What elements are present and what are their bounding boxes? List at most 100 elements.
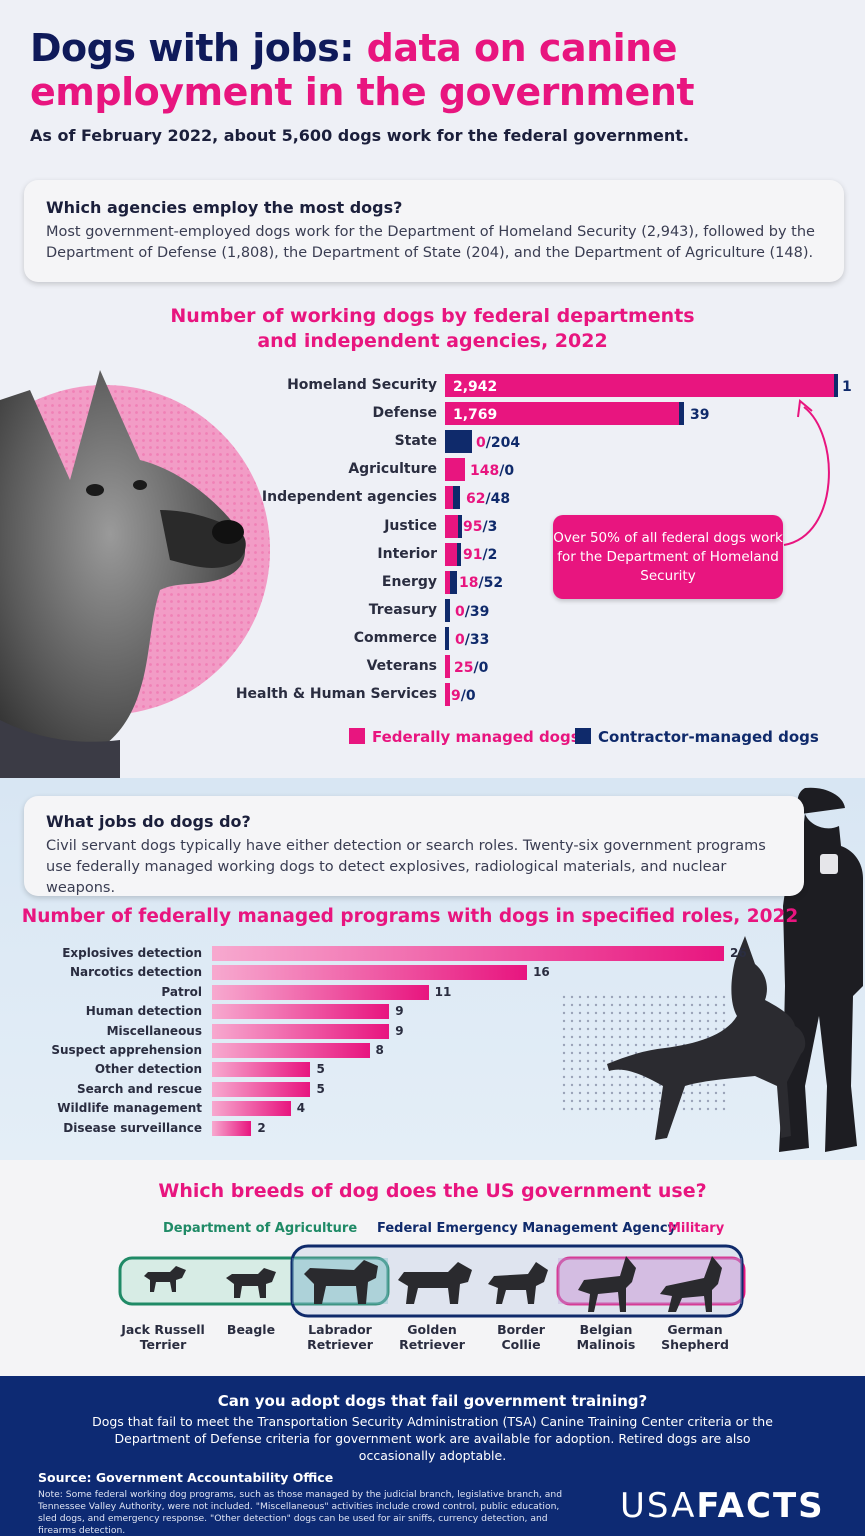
group-label-agriculture: Department of Agriculture bbox=[163, 1221, 358, 1236]
bar-federal-health-human-services bbox=[445, 683, 450, 707]
role-value-search-and-rescue: 5 bbox=[316, 1081, 325, 1096]
role-value-miscellaneous: 9 bbox=[395, 1023, 404, 1038]
category-label-defense: Defense bbox=[372, 405, 438, 422]
chart1: Homeland Security Defense State Agriculture… bbox=[235, 374, 852, 707]
jobs-section: What jobs do dogs do? Civil servant dogs… bbox=[0, 778, 865, 1160]
german-shepherd-photo-icon bbox=[0, 370, 270, 780]
value-label-energy: 18/52 bbox=[459, 575, 504, 591]
category-label-state: State bbox=[394, 433, 437, 450]
page-subtitle: As of February 2022, about 5,600 dogs wo… bbox=[30, 126, 690, 145]
role-bar-explosives-detection bbox=[212, 946, 724, 961]
footer-title: Can you adopt dogs that fail government … bbox=[217, 1392, 648, 1410]
role-value-other-detection: 5 bbox=[316, 1062, 325, 1077]
title-part-2: data on canine employment in the governm… bbox=[30, 26, 695, 114]
role-bar-suspect-apprehension bbox=[212, 1043, 370, 1058]
category-label-independent-agencies: Independent agencies bbox=[261, 489, 437, 506]
value-label-defense-contractor: 39 bbox=[690, 407, 710, 423]
agencies-body: Most government-employed dogs work for t… bbox=[46, 224, 815, 261]
usafacts-logo: USAFACTS bbox=[620, 1486, 825, 1526]
category-label-interior: Interior bbox=[377, 545, 437, 562]
value-label-independent: 62/48 bbox=[466, 491, 511, 507]
role-label-disease-surveillance: Disease surveillance bbox=[63, 1120, 202, 1135]
title-part-1: Dogs with jobs: bbox=[30, 26, 367, 70]
agencies-card: Which agencies employ the most dogs? Mos… bbox=[24, 180, 844, 282]
breed-labrador: Labrador Retriever bbox=[307, 1322, 373, 1352]
agencies-heading: Which agencies employ the most dogs? bbox=[46, 198, 403, 217]
value-label-state: 0/204 bbox=[476, 435, 521, 451]
bar-federal-interior bbox=[445, 542, 458, 566]
value-label-interior: 91/2 bbox=[463, 547, 498, 563]
breeds-groups-diagram bbox=[118, 1244, 746, 1318]
category-label-health-human-services: Health & Human Services bbox=[235, 686, 437, 703]
bar-contractor-commerce bbox=[445, 626, 450, 650]
role-bar-search-and-rescue bbox=[212, 1081, 311, 1097]
header: Dogs with jobs: data on canine employmen… bbox=[0, 0, 865, 170]
group-label-fema: Federal Emergency Management Agency bbox=[377, 1221, 677, 1236]
bar-contractor-defense bbox=[678, 402, 684, 426]
role-label-patrol: Patrol bbox=[161, 984, 202, 999]
role-value-patrol: 11 bbox=[434, 984, 452, 999]
legend-contractor-label: Contractor-managed dogs bbox=[598, 728, 819, 746]
bar-contractor-independent-agencies bbox=[453, 486, 460, 510]
page-title: Dogs with jobs: data on canine employmen… bbox=[30, 26, 850, 114]
bar-federal-homeland-security bbox=[445, 374, 834, 397]
footer-text: Dogs that fail to meet the Transportatio… bbox=[92, 1414, 773, 1463]
bar-federal-veterans bbox=[445, 655, 450, 678]
note: Note: Some federal working dog programs,… bbox=[38, 1489, 563, 1536]
bar-federal-independent-agencies bbox=[445, 486, 454, 510]
value-label-justice: 95/3 bbox=[463, 519, 498, 535]
category-label-veterans: Veterans bbox=[366, 658, 437, 674]
chart2-title: Number of federally managed programs wit… bbox=[21, 906, 799, 927]
breeds-title: Which breeds of dog does the US governme… bbox=[158, 1180, 707, 1202]
legend-contractor-swatch bbox=[575, 728, 591, 744]
role-bar-human-detection bbox=[212, 1004, 390, 1020]
bar-contractor-treasury bbox=[445, 598, 451, 622]
value-label-hhs: 9/0 bbox=[451, 688, 476, 704]
value-label-homeland-contractor: 1 bbox=[842, 379, 852, 395]
bar-contractor-homeland-security bbox=[833, 374, 838, 397]
category-label-justice: Justice bbox=[384, 517, 437, 534]
jack-russell-terrier-icon bbox=[144, 1266, 186, 1292]
role-value-suspect-apprehension: 8 bbox=[375, 1043, 384, 1057]
category-label-agriculture: Agriculture bbox=[348, 461, 437, 478]
value-label-commerce: 0/33 bbox=[455, 632, 490, 648]
footer: Can you adopt dogs that fail government … bbox=[0, 1376, 865, 1536]
breed-border-collie: Border Collie bbox=[497, 1322, 545, 1352]
golden-retriever-icon bbox=[398, 1262, 472, 1304]
source: Source: Government Accountability Office bbox=[38, 1470, 334, 1485]
value-label-homeland-federal: 2,942 bbox=[453, 379, 498, 395]
group-label-military: Military bbox=[668, 1221, 725, 1236]
role-label-narcotics-detection: Narcotics detection bbox=[69, 965, 202, 980]
role-label-miscellaneous: Miscellaneous bbox=[106, 1023, 202, 1038]
role-value-wildlife-management: 4 bbox=[296, 1101, 306, 1116]
legend-federal-label: Federally managed dogs bbox=[372, 728, 580, 746]
breed-golden: Golden Retriever bbox=[399, 1322, 465, 1352]
bar-federal-agriculture bbox=[445, 458, 465, 482]
bar-contractor-state bbox=[445, 430, 472, 454]
role-bar-disease-surveillance bbox=[212, 1120, 252, 1136]
value-label-treasury: 0/39 bbox=[455, 604, 490, 620]
border-collie-icon bbox=[488, 1262, 548, 1304]
bar-federal-energy bbox=[445, 570, 450, 594]
officer-and-dog-silhouette-icon bbox=[607, 787, 863, 1152]
bar-contractor-justice bbox=[457, 514, 462, 538]
role-bar-other-detection bbox=[212, 1062, 311, 1078]
belgian-malinois-icon bbox=[578, 1256, 636, 1312]
role-bar-wildlife-management bbox=[212, 1101, 291, 1117]
jobs-card: What jobs do dogs do? Civil servant dogs… bbox=[24, 796, 804, 896]
legend-contractor: Contractor-managed dogs bbox=[575, 728, 819, 746]
breed-jack-russell: Jack Russell Terrier bbox=[121, 1322, 205, 1352]
role-value-human-detection: 9 bbox=[395, 1004, 404, 1019]
role-label-other-detection: Other detection bbox=[94, 1062, 202, 1077]
chart1-title: Number of working dogs by federal depart… bbox=[170, 305, 695, 352]
legend-federal: Federally managed dogs bbox=[349, 728, 580, 746]
german-shepherd-icon bbox=[660, 1256, 722, 1312]
bar-contractor-interior bbox=[457, 542, 462, 566]
role-label-search-and-rescue: Search and rescue bbox=[76, 1081, 202, 1096]
value-label-agriculture: 148/0 bbox=[470, 463, 515, 479]
breed-german-shepherd: German Shepherd bbox=[661, 1322, 729, 1352]
role-value-disease-surveillance: 2 bbox=[257, 1120, 266, 1135]
bar-federal-defense bbox=[445, 402, 679, 426]
role-label-human-detection: Human detection bbox=[85, 1004, 202, 1019]
